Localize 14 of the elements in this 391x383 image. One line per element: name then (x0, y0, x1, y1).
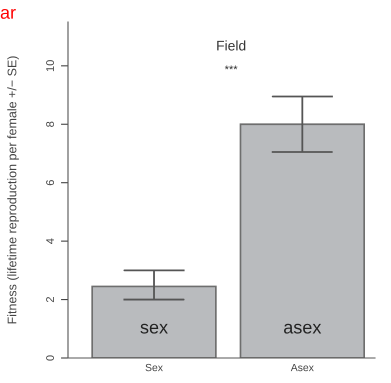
y-tick-label: 8 (46, 122, 54, 127)
y-tick-label: 4 (46, 238, 54, 244)
annotation: sex (140, 324, 168, 334)
y-tick-label: 6 (46, 180, 54, 186)
y-tick-label: 0 (46, 355, 54, 361)
y-tick-label: 10 (46, 60, 54, 72)
text: ar (0, 8, 16, 19)
text: Field (217, 40, 246, 51)
y-axis-title: Fitness (lifetime reproduction per female +/− SE) (7, 56, 19, 324)
annotation: asex (284, 324, 322, 334)
y-tick-label: 2 (46, 297, 54, 302)
x-tick-label: Sex (146, 364, 163, 372)
x-tick-label: Asex (290, 364, 314, 372)
annotation: *** (224, 65, 238, 70)
